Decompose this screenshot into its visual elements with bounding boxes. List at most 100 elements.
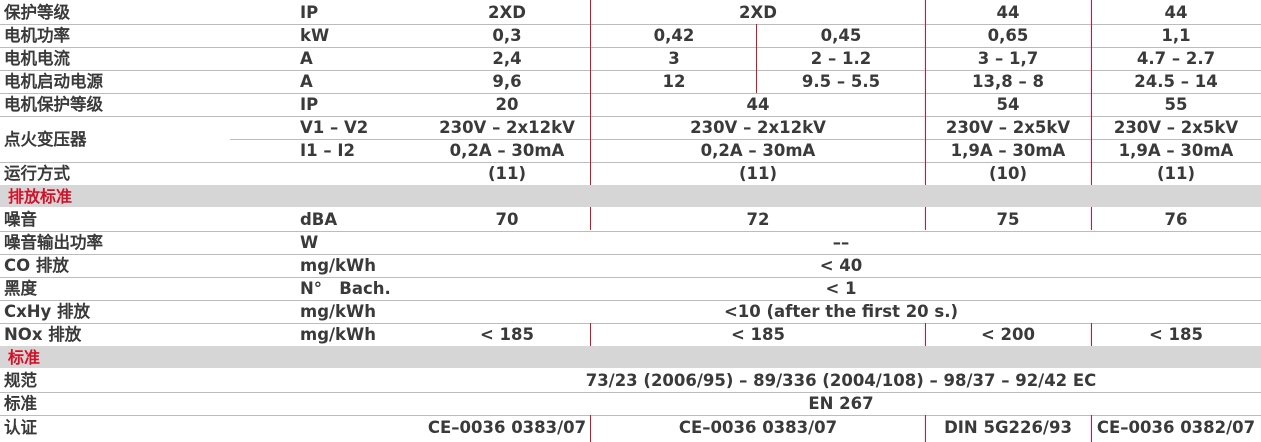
row-divider: [0, 93, 1261, 94]
cell-value: 20: [495, 95, 519, 114]
cell-value: 0,42: [653, 26, 695, 45]
cell-value: 1,1: [1161, 26, 1191, 45]
cell-value: 75: [996, 210, 1020, 229]
row-label: 认证: [4, 418, 37, 437]
row-divider: [230, 139, 1261, 140]
row-unit: I1 – I2: [300, 141, 355, 160]
cell-value: < 185: [1148, 325, 1204, 344]
row-label: 电机保护等级: [4, 95, 103, 114]
row-label: 噪音输出功率: [4, 233, 103, 252]
cell-value: 70: [495, 210, 519, 229]
cell-value: ––: [832, 233, 850, 252]
row-divider: [0, 162, 1261, 163]
row-label: 电机启动电源: [4, 72, 103, 91]
row-label: NOx 排放: [4, 325, 82, 344]
cell-value: 44: [996, 3, 1020, 22]
row-divider: [0, 277, 1261, 278]
cell-value: 2,4: [492, 49, 522, 68]
section-band-emission: [0, 185, 1261, 207]
column-divider: [925, 0, 926, 185]
row-unit: IP: [300, 95, 319, 114]
column-divider: [925, 207, 926, 230]
row-divider: [0, 70, 1261, 71]
cell-value: 76: [1164, 210, 1188, 229]
row-unit: kW: [300, 26, 330, 45]
cell-value: 230V – 2x12kV: [439, 118, 575, 137]
cell-value: 1,9A – 30mA: [950, 141, 1066, 160]
cell-value: < 40: [819, 256, 863, 275]
cell-value: 44: [1164, 3, 1188, 22]
cell-value: 0,2A – 30mA: [449, 141, 565, 160]
column-divider: [1091, 415, 1092, 442]
cell-value: CE–0036 0383/07: [427, 418, 587, 437]
row-label: 电机功率: [4, 26, 70, 45]
section-title-standards: 标准: [8, 348, 41, 367]
cell-value: 55: [1164, 95, 1188, 114]
row-divider: [0, 47, 1261, 48]
cell-value: < 1: [825, 279, 857, 298]
section-band-standards: [0, 346, 1261, 368]
cell-value: 9,6: [492, 72, 522, 91]
cell-value: (10): [988, 164, 1028, 183]
row-label: 黑度: [4, 279, 37, 298]
cell-value: 2XD: [488, 3, 526, 22]
row-unit: V1 – V2: [300, 118, 369, 137]
row-label: CxHy 排放: [4, 302, 91, 321]
row-unit: N° Bach.: [300, 279, 391, 298]
cell-value: EN 267: [808, 394, 874, 413]
cell-value: 0,45: [820, 26, 862, 45]
section-title-emission: 排放标准: [8, 187, 73, 206]
cell-value: DIN 5G226/93: [944, 418, 1072, 437]
row-label: 运行方式: [4, 164, 70, 183]
row-unit: A: [300, 49, 313, 68]
row-unit: mg/kWh: [300, 302, 376, 321]
row-label: CO 排放: [4, 256, 69, 275]
column-divider: [590, 323, 591, 346]
column-divider: [1091, 207, 1092, 230]
column-divider: [1091, 323, 1092, 346]
column-divider: [590, 415, 591, 442]
cell-value: <10 (after the first 20 s.): [723, 302, 959, 321]
cell-value: 230V – 2x12kV: [690, 118, 826, 137]
column-divider: [590, 0, 591, 185]
column-divider: [925, 415, 926, 442]
cell-value: 13,8 – 8: [972, 72, 1044, 91]
row-label: 保护等级: [4, 3, 70, 22]
row-unit: A: [300, 72, 313, 91]
cell-value: < 200: [980, 325, 1036, 344]
cell-value: 2 – 1.2: [810, 49, 872, 68]
row-label: 点火变压器: [4, 130, 87, 149]
row-unit: mg/kWh: [300, 325, 376, 344]
column-divider: [756, 24, 757, 93]
cell-value: (11): [738, 164, 778, 183]
cell-value: (11): [1156, 164, 1196, 183]
cell-value: 4.7 – 2.7: [1136, 49, 1216, 68]
column-divider: [925, 323, 926, 346]
row-label: 噪音: [4, 210, 37, 229]
row-divider: [0, 231, 1261, 232]
cell-value: 12: [662, 72, 686, 91]
cell-value: 230V – 2x5kV: [1113, 118, 1239, 137]
cell-value: 3 – 1,7: [977, 49, 1039, 68]
row-divider: [0, 116, 1261, 117]
row-unit: mg/kWh: [300, 256, 376, 275]
row-divider: [0, 24, 1261, 25]
column-divider: [590, 207, 591, 230]
row-divider: [0, 323, 1261, 324]
row-divider: [0, 254, 1261, 255]
cell-value: 73/23 (2006/95) – 89/336 (2004/108) – 98…: [585, 371, 1097, 390]
cell-value: 230V – 2x5kV: [945, 118, 1071, 137]
cell-value: CE–0036 0382/07: [1096, 418, 1256, 437]
cell-value: 72: [746, 210, 770, 229]
row-divider: [0, 392, 1261, 393]
row-unit: W: [300, 233, 319, 252]
cell-value: 54: [996, 95, 1020, 114]
cell-value: (11): [487, 164, 527, 183]
cell-value: 0,2A – 30mA: [700, 141, 816, 160]
cell-value: CE–0036 0383/07: [678, 418, 838, 437]
cell-value: 2XD: [739, 3, 777, 22]
row-unit: dBA: [300, 210, 338, 229]
column-divider: [1091, 0, 1092, 185]
cell-value: 44: [746, 95, 770, 114]
